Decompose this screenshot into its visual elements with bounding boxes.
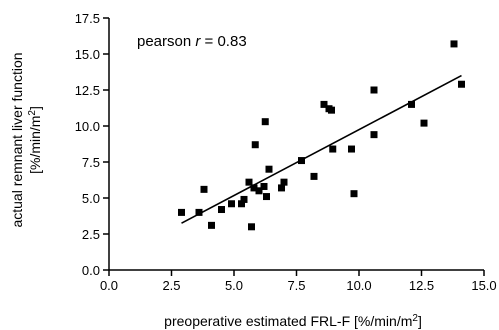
data-point <box>260 182 268 190</box>
data-point <box>408 100 415 108</box>
y-tick-label: 2.5 <box>82 227 100 242</box>
x-ticks: 0.0 2.5 5.0 7.5 10.0 12.5 15.0 <box>100 270 497 293</box>
x-tick-label: 2.5 <box>162 278 180 293</box>
y-tick-label: 0.0 <box>82 263 100 278</box>
data-point <box>255 187 263 195</box>
y-tick-label: 5.0 <box>82 191 100 206</box>
data-point <box>370 131 378 139</box>
data-point <box>420 119 428 127</box>
data-point <box>261 118 269 126</box>
data-point <box>248 223 255 231</box>
x-tick-label: 10.0 <box>346 278 371 293</box>
y-tick-label: 10.0 <box>75 119 100 134</box>
data-point <box>208 221 215 229</box>
data-point <box>240 195 248 203</box>
data-point <box>250 184 258 192</box>
data-point <box>263 193 270 201</box>
data-point <box>370 86 378 94</box>
x-axis-title: preoperative estimated FRL-F [%/min/m2] <box>164 313 422 329</box>
y-ticks: 0.0 2.5 5.0 7.5 10.0 12.5 15.0 17.5 <box>75 11 109 278</box>
data-point <box>458 80 465 88</box>
data-point <box>329 145 337 153</box>
data-point <box>280 178 288 186</box>
y-axis-title-line2: [%/min/m2] <box>27 106 43 174</box>
data-point <box>200 185 208 193</box>
x-tick-label: 5.0 <box>225 278 243 293</box>
data-point <box>178 208 185 216</box>
y-axis-title: actual remnant liver function [%/min/m2] <box>9 52 43 227</box>
y-tick-label: 15.0 <box>75 47 100 62</box>
data-point <box>450 40 458 48</box>
data-point <box>228 200 235 208</box>
data-point <box>350 190 358 198</box>
data-point <box>195 208 203 216</box>
data-point <box>238 200 245 208</box>
data-point <box>218 206 225 214</box>
data-point <box>298 157 305 165</box>
regression-line <box>181 74 462 224</box>
data-point <box>251 141 259 149</box>
data-point <box>245 178 253 186</box>
y-axis-title-line1: actual remnant liver function <box>9 52 25 227</box>
pearson-annotation: pearson r = 0.83 <box>137 33 247 50</box>
data-point <box>320 100 328 108</box>
x-tick-label: 12.5 <box>409 278 434 293</box>
data-point <box>265 165 273 173</box>
data-point <box>278 184 285 192</box>
x-tick-label: 0.0 <box>100 278 118 293</box>
y-tick-label: 7.5 <box>82 155 100 170</box>
axes <box>108 18 484 271</box>
data-point <box>328 106 335 114</box>
x-tick-label: 15.0 <box>471 278 496 293</box>
x-tick-label: 7.5 <box>287 278 305 293</box>
y-tick-label: 17.5 <box>75 11 100 26</box>
data-point <box>310 172 318 180</box>
data-point <box>348 145 355 153</box>
plot-area <box>178 40 465 231</box>
y-tick-label: 12.5 <box>75 83 100 98</box>
